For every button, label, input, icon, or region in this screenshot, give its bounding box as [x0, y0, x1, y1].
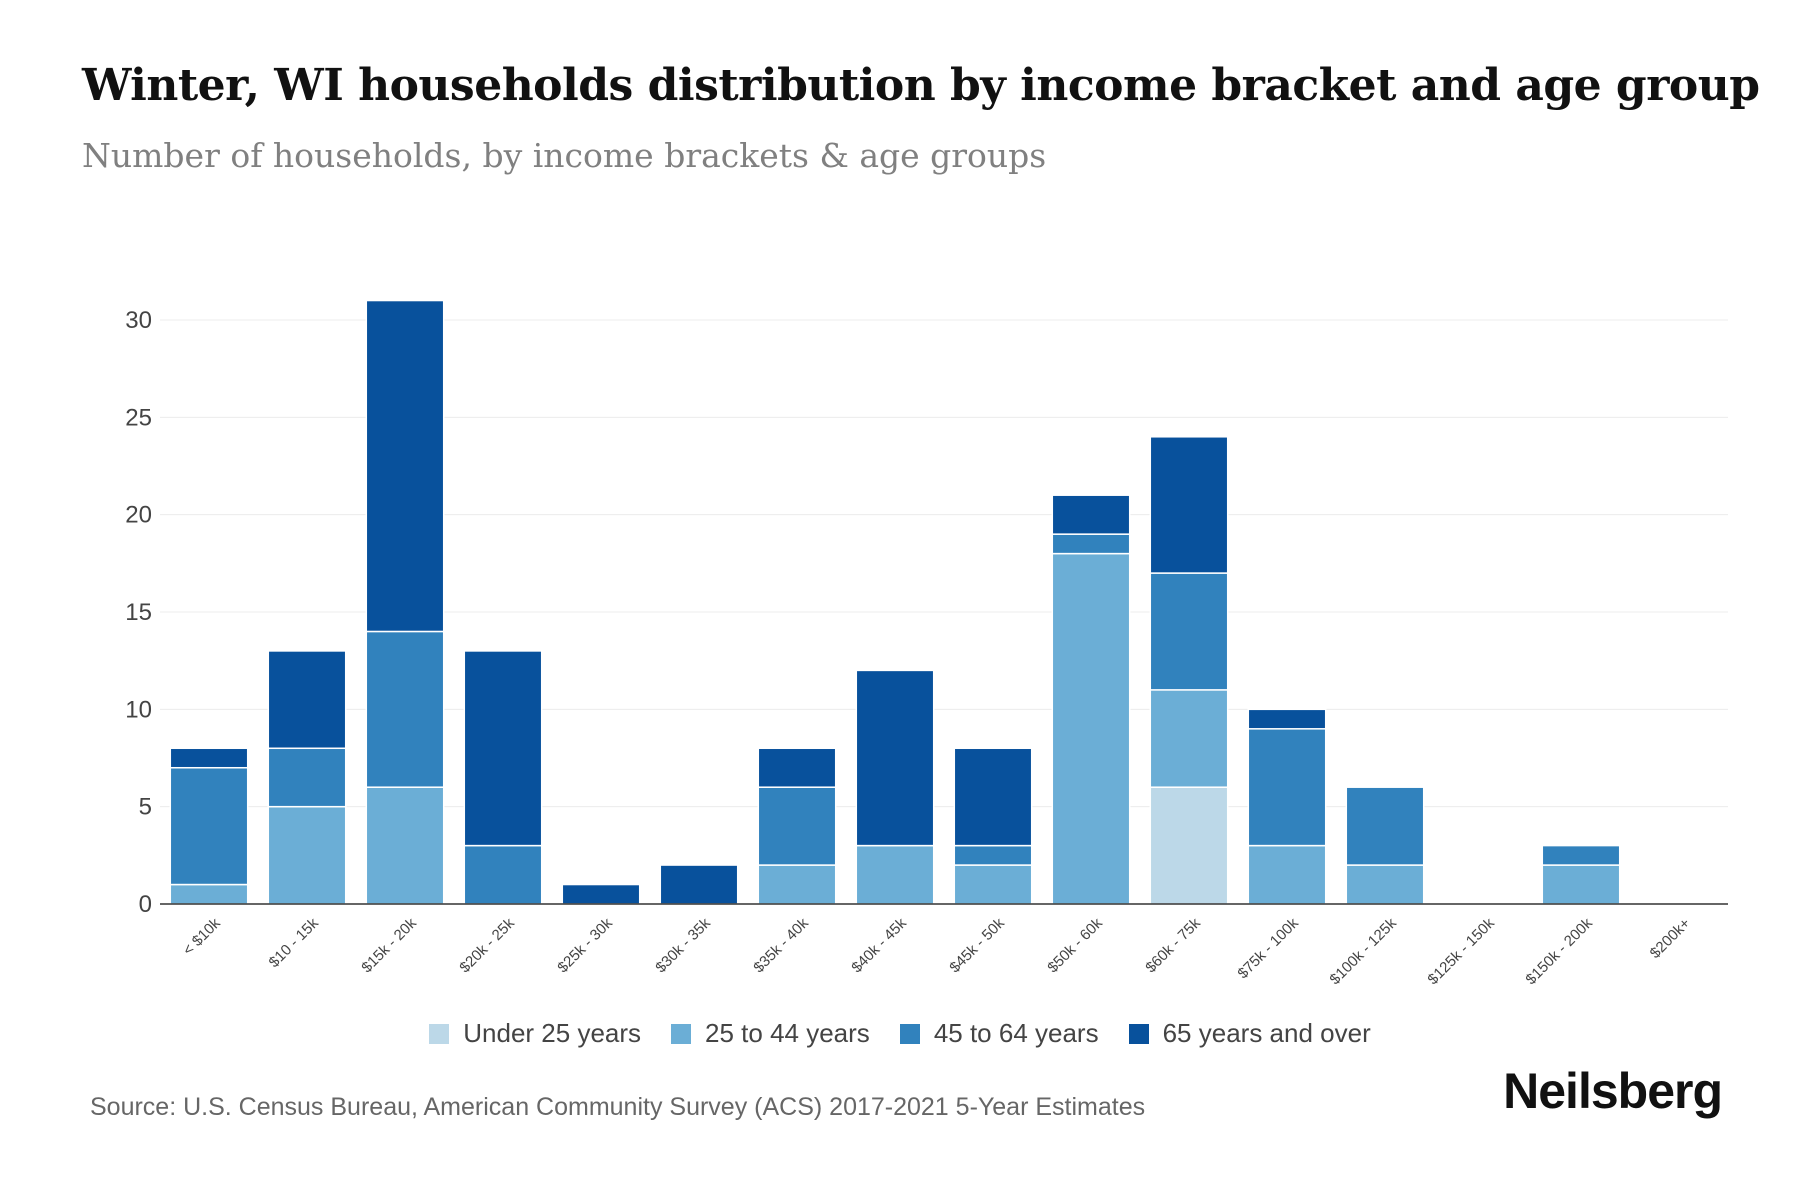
- bar-segment-3: [1149, 572, 1229, 691]
- chart-title: Winter, WI households distribution by in…: [82, 60, 1760, 111]
- x-tick-label: $75k - 100k: [1234, 914, 1302, 982]
- bar-segment-4: [267, 650, 347, 750]
- bar-segment-4: [1247, 708, 1327, 730]
- x-tick-label: $25k - 30k: [554, 914, 616, 976]
- bar-segment-2: [953, 864, 1033, 905]
- bar-segment-4: [659, 864, 739, 905]
- bar-segment-2: [1149, 689, 1229, 788]
- x-tick-label: $20k - 25k: [456, 914, 518, 976]
- legend-swatch: [1128, 1023, 1149, 1044]
- bar-segment-4: [855, 669, 935, 847]
- x-tick-label: $150k - 200k: [1522, 914, 1596, 988]
- legend-item-under-25: Under 25 years: [429, 1018, 641, 1049]
- y-tick-label: 15: [125, 599, 152, 626]
- bar-segment-3: [1247, 728, 1327, 847]
- legend-swatch: [671, 1023, 692, 1044]
- y-tick-label: 30: [125, 307, 152, 334]
- bar-segment-2: [757, 864, 837, 905]
- bar-segment-2: [1541, 864, 1621, 905]
- bar-segment-2: [1247, 844, 1327, 905]
- bar-segment-3: [1345, 786, 1425, 866]
- bar-segment-3: [1541, 844, 1621, 866]
- bar-segment-3: [757, 786, 837, 866]
- bar-segment-2: [855, 844, 935, 905]
- bar-segment-3: [1051, 533, 1131, 555]
- legend-label: 65 years and over: [1162, 1018, 1371, 1048]
- y-tick-label: 20: [125, 502, 152, 529]
- legend-swatch: [899, 1023, 920, 1044]
- bar-segment-3: [463, 844, 543, 905]
- bar-segment-4: [365, 299, 445, 633]
- bar-segment-1: [1149, 786, 1229, 905]
- bar-segment-4: [169, 747, 249, 769]
- bar-segment-3: [953, 844, 1033, 866]
- bar-segment-2: [1345, 864, 1425, 905]
- legend: Under 25 years 25 to 44 years 45 to 64 y…: [0, 1018, 1800, 1049]
- chart-subtitle: Number of households, by income brackets…: [82, 136, 1047, 175]
- bar-segment-4: [1051, 494, 1131, 535]
- bar-segment-2: [1051, 552, 1131, 905]
- bar-segment-3: [169, 766, 249, 886]
- y-tick-label: 25: [125, 404, 152, 431]
- legend-label: 45 to 64 years: [933, 1018, 1099, 1048]
- y-tick-label: 5: [139, 794, 152, 821]
- bar-segment-4: [757, 747, 837, 788]
- x-tick-label: $100k - 125k: [1326, 914, 1400, 988]
- stacked-bar-chart: 0 5 10 15 20 25 30 < $10k $10 - 15k $15k - 20k $20…: [125, 299, 1728, 988]
- x-tick-label: < $10k: [180, 914, 225, 959]
- bar-segment-4: [463, 650, 543, 847]
- y-tick-label: 10: [125, 696, 152, 723]
- legend-label: Under 25 years: [463, 1018, 642, 1048]
- legend-item-25-44: 25 to 44 years: [671, 1018, 870, 1049]
- x-tick-label: $35k - 40k: [750, 914, 812, 976]
- legend-item-65-over: 65 years and over: [1128, 1018, 1371, 1049]
- x-tick-label: $45k - 50k: [946, 914, 1008, 976]
- x-tick-label: $15k - 20k: [358, 914, 420, 976]
- bar-segment-2: [169, 883, 249, 905]
- x-tick-label: $60k - 75k: [1142, 914, 1204, 976]
- x-tick-label: $125k - 150k: [1424, 914, 1498, 988]
- y-tick-label: 0: [139, 891, 152, 918]
- source-note: Source: U.S. Census Bureau, American Com…: [90, 1093, 1146, 1121]
- legend-item-45-64: 45 to 64 years: [899, 1018, 1099, 1049]
- brand-logo: Neilsberg: [1503, 1063, 1723, 1119]
- legend-label: 25 to 44 years: [705, 1018, 870, 1048]
- x-tick-label: $10 - 15k: [266, 914, 323, 971]
- bars: [169, 299, 1621, 905]
- bar-segment-4: [561, 883, 641, 905]
- bar-segment-2: [267, 805, 347, 905]
- bar-segment-3: [267, 747, 347, 808]
- bar-segment-2: [365, 786, 445, 905]
- legend-swatch: [429, 1023, 450, 1044]
- bar-segment-4: [1149, 436, 1229, 574]
- x-tick-label: $40k - 45k: [848, 914, 910, 976]
- x-tick-label: $50k - 60k: [1044, 914, 1106, 976]
- bar-segment-4: [953, 747, 1033, 847]
- bar-segment-3: [365, 630, 445, 788]
- x-tick-label: $30k - 35k: [652, 914, 714, 976]
- x-tick-label: $200k+: [1647, 915, 1694, 962]
